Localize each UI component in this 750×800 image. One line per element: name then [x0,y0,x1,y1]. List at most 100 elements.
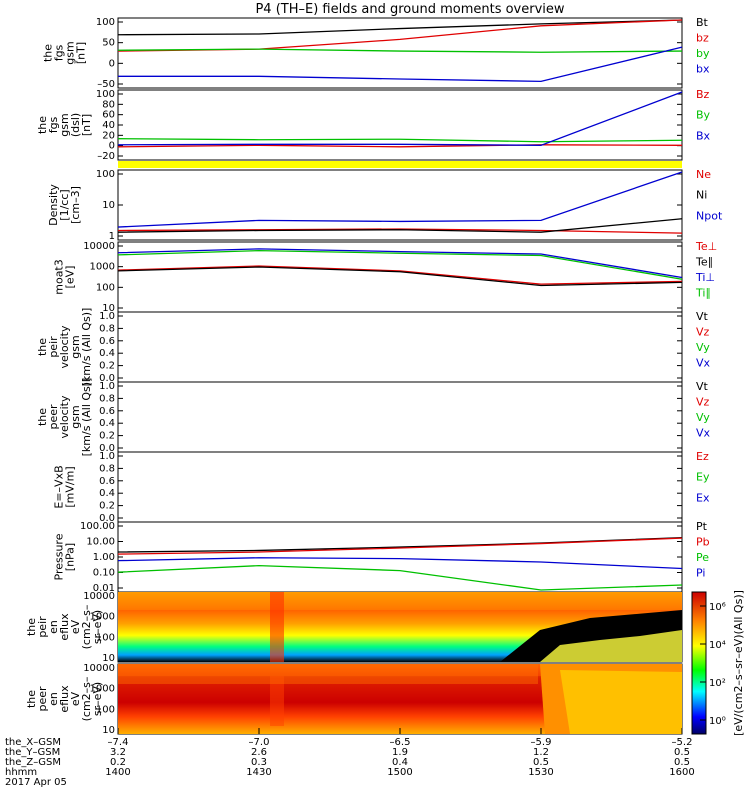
y-tick-label: 100.00 [80,521,115,532]
legend-entry: by [696,47,710,60]
ephemeris-value: –7.4 [108,737,129,748]
legend-entry: Pi [696,567,705,580]
legend-entry: Bt [696,16,709,29]
colorbar-ticks: 10⁶ 10⁴ 10² 10⁰ [700,602,726,727]
y-tick-label: 20 [102,130,115,141]
panel-frame [117,89,683,161]
legend-entry: Te⊥ [695,240,717,253]
legend-entry: Vt [696,380,709,393]
ephemeris-value: –5.2 [672,737,693,748]
legend-entry: Pt [696,520,708,533]
series-line-Npot [117,171,683,228]
series-line-Pt [117,536,683,553]
legend-entry: Vz [696,326,710,339]
y-tick-label: 10 [102,653,115,664]
panel-evxb: E=–VxB[mV/m] 1.00.8 0.60.4 0.20.0 Ez Ey Ex [53,450,710,524]
ephemeris-row-label: hhmm [5,767,37,778]
ephemeris-row-label: the_Y–GSM [5,747,60,758]
series-line-Ti⊥ [117,248,683,279]
y-tick-label: 1 [109,231,115,242]
ephemeris-value: 0.3 [251,757,267,768]
y-axis-label: peer [36,686,49,712]
series-line-Te∥ [117,266,683,287]
ephemeris-row-label: the_Z–GSM [5,757,61,768]
ephemeris-value: 0.2 [110,757,126,768]
y-axis-label: gsm [58,113,71,136]
legend-entry: Ey [696,471,710,484]
y-axis-label: the [36,408,49,426]
y-tick-label: 0.4 [99,488,115,499]
legend-entry: Te∥ [695,256,713,269]
series-line-bz [117,19,683,52]
legend-entry: bz [696,32,709,45]
y-tick-label: 100 [96,632,115,643]
y-axis-label: (cm2–s– [80,605,93,650]
panel-pressure: Pressure[nPa]100.00 10.00 1.00 0.10 0.01 Pt Pb… [53,520,710,594]
y-axis-label: eflux [58,685,71,713]
y-tick-label: 100 [96,17,115,28]
y-axis-label: eflux [58,613,71,641]
y-axis-label: the [25,618,38,636]
y-axis-label: peer [47,404,60,430]
y-tick-label: 40 [102,120,115,131]
series-line-bx [118,46,683,82]
y-tick-label: 80 [102,99,115,110]
y-tick-label: 100 [96,169,115,180]
ephemeris-value: 1600 [669,767,694,778]
ephemeris-value: 1500 [387,767,412,778]
ephemeris-value: 1530 [528,767,553,778]
colorbar-tick-label: 10² [709,678,726,689]
series-line-Bz [117,144,683,148]
y-tick-label: 0.10 [93,568,115,579]
y-tick-label: 1000 [90,684,115,695]
y-tick-label: 0.6 [99,406,115,417]
y-axis-label: en [47,692,60,706]
y-axis-label: the [25,690,38,708]
quality-flag-bar [118,161,682,168]
y-tick-label: 0.8 [99,463,115,474]
y-tick-label: 10000 [83,663,115,674]
legend-entry: Ti∥ [695,287,711,300]
legend-entry: Bx [696,129,711,142]
y-tick-label: 1.0 [99,381,115,392]
ephemeris-value: 1.2 [533,747,549,758]
y-tick-label: 0.4 [99,348,115,359]
y-axis-label: eV [69,691,82,706]
panel-temp: moat3[eV] 10000 1000 100 10 Te⊥ Te∥ Ti⊥ Ti∥ [53,240,718,314]
peir-spectrogram-image [118,592,682,662]
y-axis-label: eV [69,619,82,634]
y-axis-label: (cm2–s– [80,677,93,722]
y-tick-label: 0.2 [99,361,115,372]
panel-density: Density[1/cc][cm–3] 100 10 1 Ne Ni Npot [47,168,723,242]
y-axis-label: fgs [53,44,66,61]
panel-frame [117,381,683,453]
series-line-Pb [117,537,683,555]
peer-spectrogram-image [118,664,682,734]
y-tick-label: 0.2 [99,501,115,512]
legend-entry: By [696,109,711,122]
y-axis-label: [mV/m] [64,466,77,507]
panel-frame [117,311,683,383]
ephemeris-value: 0.5 [533,757,549,768]
y-tick-label: 0.2 [99,431,115,442]
y-axis-label: velocity [58,325,71,368]
y-tick-label: 0.0 [99,513,115,524]
y-axis-label: [km/s (All Qs)] [80,308,93,387]
ephemeris-value: 0.5 [674,757,690,768]
series-line-Te⊥ [117,265,683,285]
series-line-Ni [117,218,683,233]
y-axis-label: en [47,620,60,634]
series-line-Bt [117,19,683,36]
y-axis-label: the [42,44,55,62]
y-tick-label: 10 [102,303,115,314]
y-tick-label: –20 [97,151,115,162]
y-tick-label: 60 [102,110,115,121]
ephemeris-row-label: the_X–GSM [5,737,61,748]
y-tick-label: 0.8 [99,393,115,404]
y-axis-label: Pressure [53,533,66,580]
y-axis-label: gsm [69,335,82,358]
legend-entry: Vy [696,411,710,424]
colorbar-tick-label: 10⁰ [709,716,726,727]
legend-entry: Pb [696,536,710,549]
